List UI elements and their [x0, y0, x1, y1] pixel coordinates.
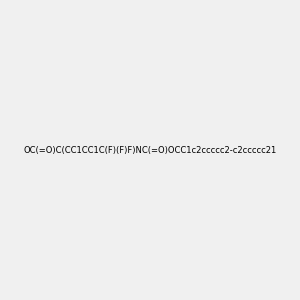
- Text: OC(=O)C(CC1CC1C(F)(F)F)NC(=O)OCC1c2ccccc2-c2ccccc21: OC(=O)C(CC1CC1C(F)(F)F)NC(=O)OCC1c2ccccc…: [23, 146, 277, 154]
